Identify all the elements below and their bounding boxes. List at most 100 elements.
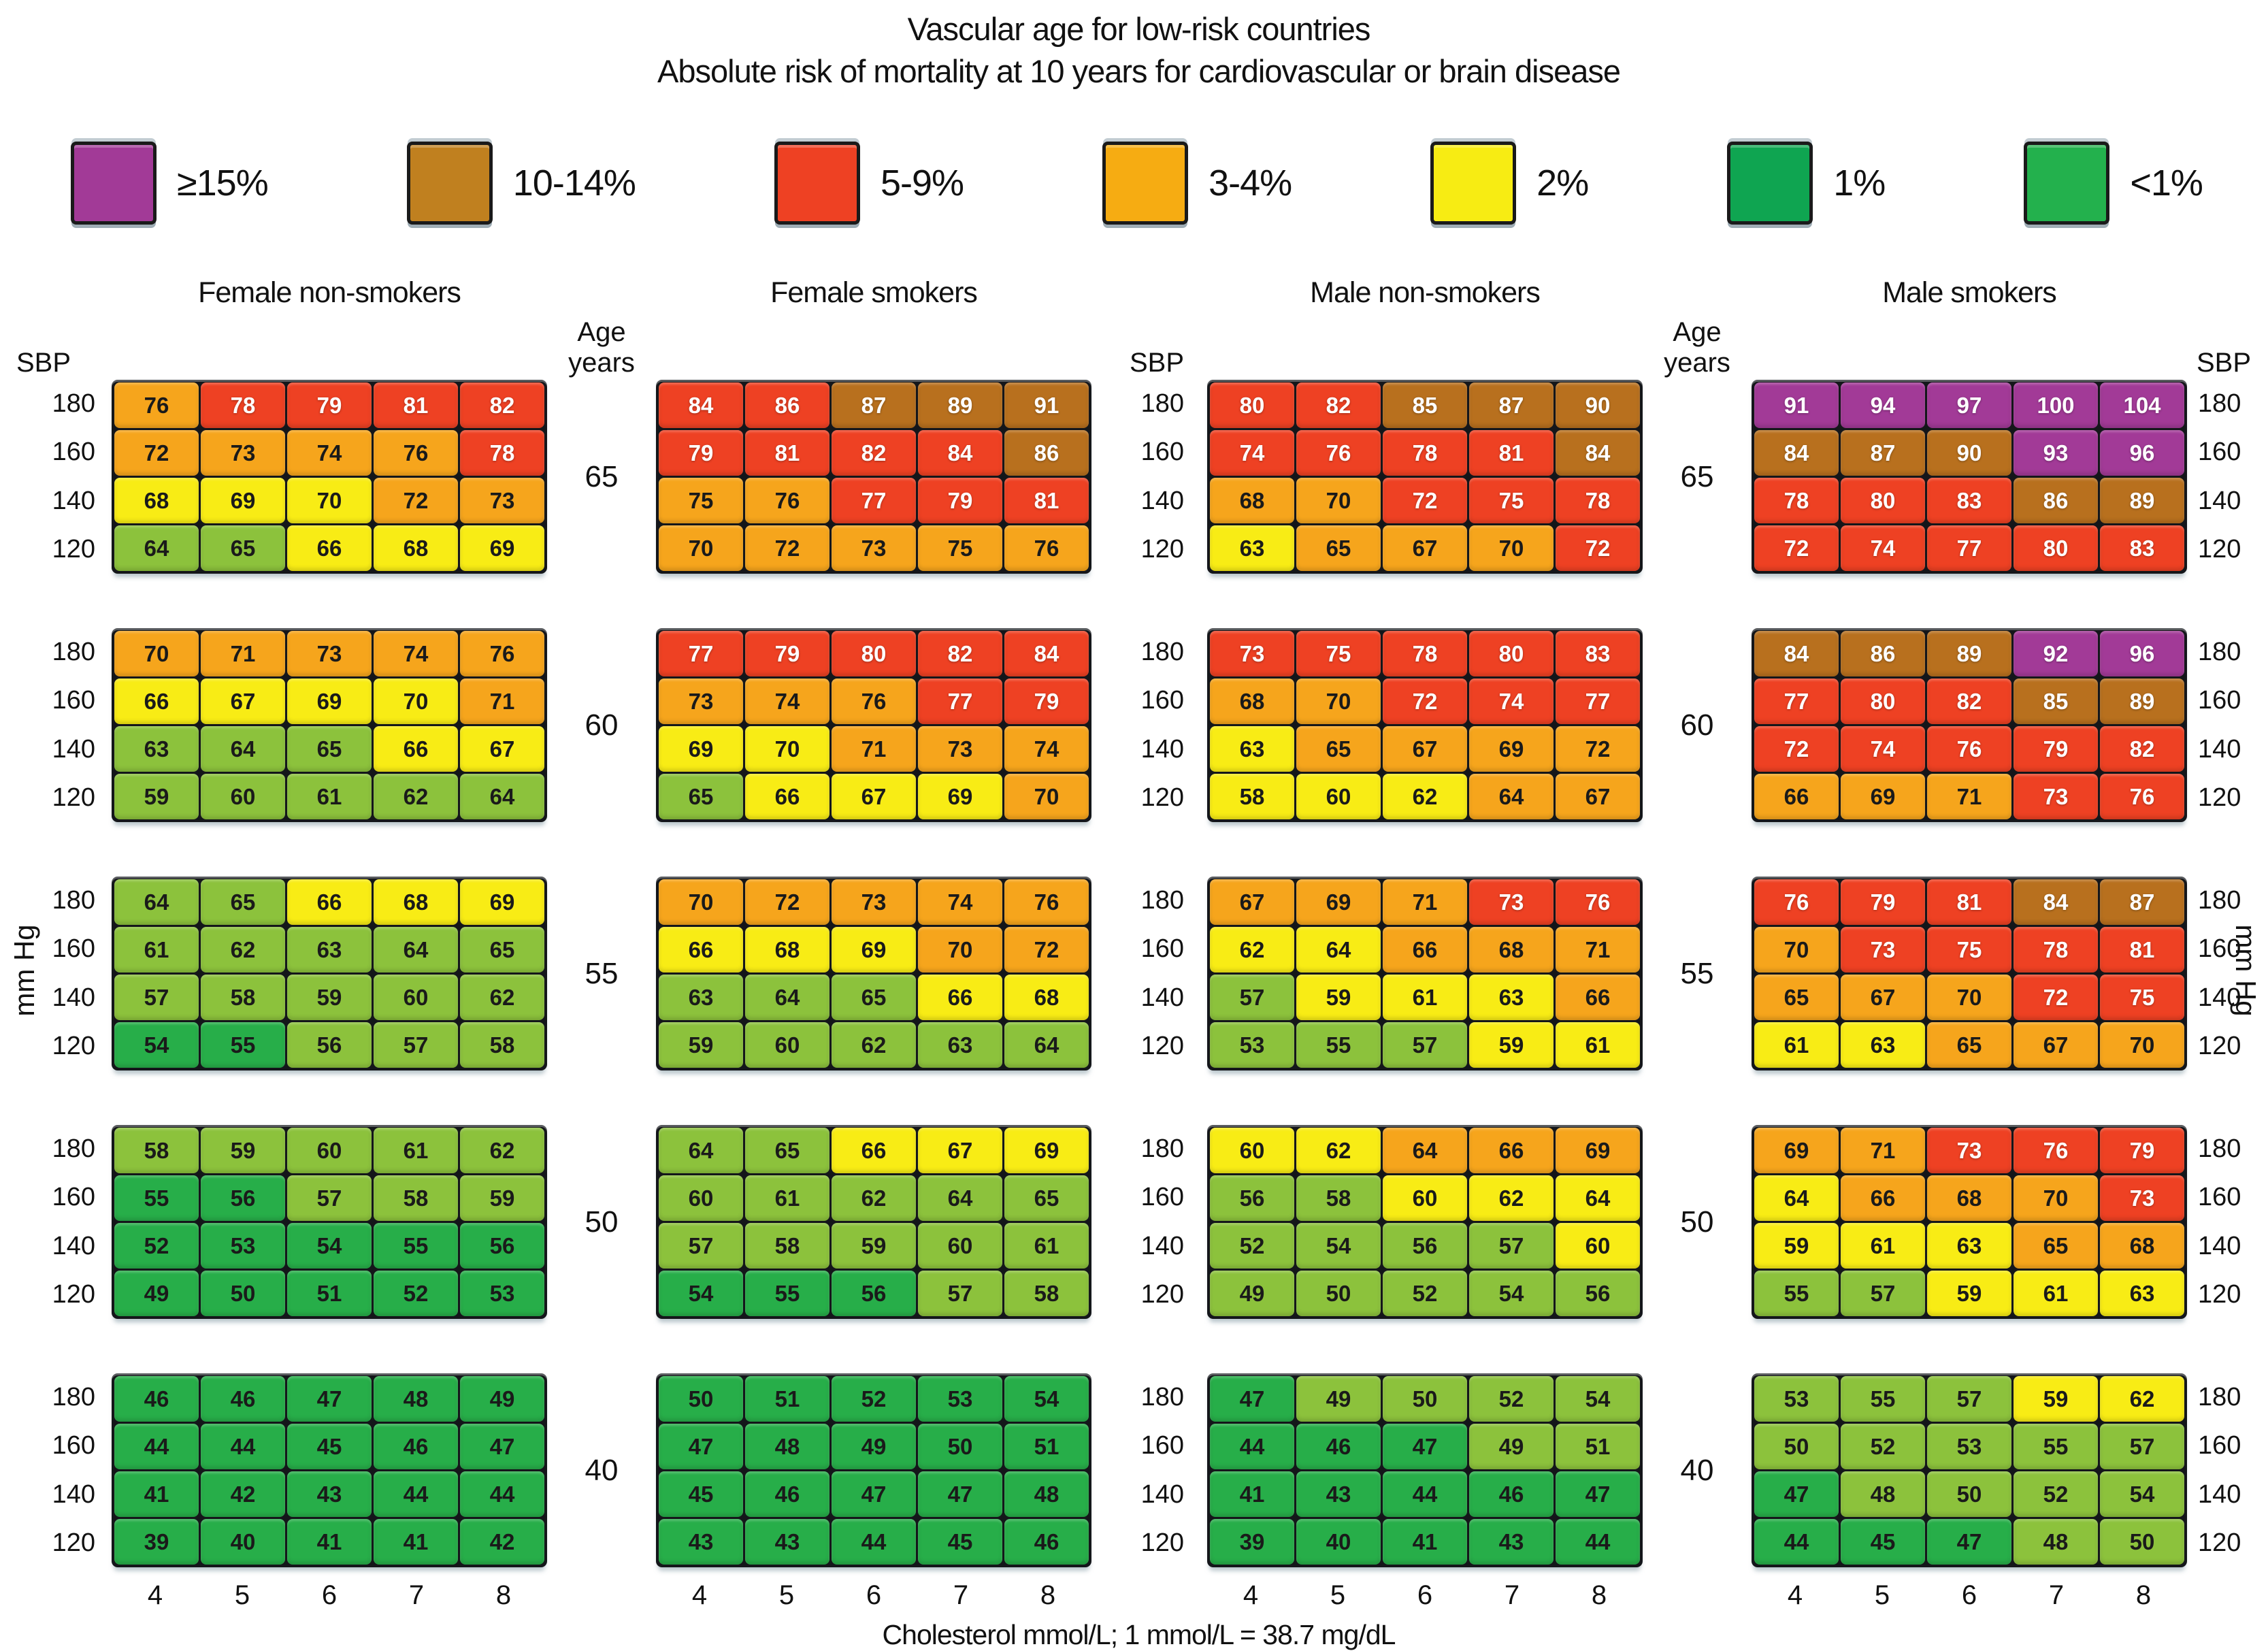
legend-swatch-p	[71, 142, 157, 225]
risk-cell: 80	[1841, 679, 1925, 724]
risk-cell: 83	[2100, 525, 2184, 571]
risk-cell: 77	[832, 478, 916, 523]
cholesterol-ticks: 4 5 6 7 8	[112, 1580, 547, 1611]
risk-cell: 83	[1927, 478, 2011, 523]
risk-cell: 65	[2014, 1223, 2098, 1269]
risk-block-male-smokers-age-50: 69 71 73 76 79 64 66 68 70 73 59 61 63 65 68 55 57 59 61 63	[1752, 1125, 2187, 1319]
risk-cell: 73	[1927, 1128, 2011, 1173]
risk-cell: 43	[1296, 1471, 1381, 1517]
risk-cell: 65	[659, 774, 743, 819]
sbp-tick: 120	[52, 783, 95, 812]
risk-cell: 60	[745, 1022, 829, 1068]
risk-cell: 52	[1841, 1424, 1925, 1469]
risk-cell: 87	[1841, 430, 1925, 476]
risk-cell: 57	[1927, 1376, 2011, 1422]
group-header-row: Female non-smokers Female smokers Male n…	[10, 275, 2268, 310]
risk-cell: 73	[832, 879, 916, 925]
risk-cell: 60	[287, 1128, 372, 1173]
risk-cell: 62	[832, 1022, 916, 1068]
risk-block-female-non-smokers-age-55: 64 65 66 68 69 61 62 63 64 65 57 58 59 60 62 54 55 56 57 58	[112, 877, 547, 1070]
cholesterol-tick: 6	[1417, 1580, 1433, 1610]
risk-cell: 50	[1754, 1424, 1839, 1469]
risk-cell: 45	[287, 1424, 372, 1469]
risk-cell: 62	[832, 1175, 916, 1221]
risk-cell: 68	[745, 927, 829, 972]
risk-cell: 42	[201, 1471, 285, 1517]
risk-cell: 61	[1841, 1223, 1925, 1269]
sbp-tick: 120	[52, 1279, 95, 1309]
risk-cell: 59	[659, 1022, 743, 1068]
risk-cell: 68	[114, 478, 199, 523]
risk-cell: 80	[1841, 478, 1925, 523]
risk-cell: 65	[1004, 1175, 1089, 1221]
risk-cell: 61	[1556, 1022, 1640, 1068]
age-axis-header-1: Age years	[568, 317, 635, 378]
risk-cell: 69	[918, 774, 1002, 819]
risk-cell: 56	[1210, 1175, 1294, 1221]
risk-cell: 73	[1841, 927, 1925, 972]
sbp-tick: 160	[52, 438, 95, 467]
risk-cell: 57	[114, 975, 199, 1020]
risk-cell: 57	[1841, 1271, 1925, 1316]
risk-cell: 54	[1556, 1376, 1640, 1422]
risk-cell: 68	[1210, 679, 1294, 724]
cholesterol-tick: 6	[866, 1580, 882, 1610]
risk-cell: 47	[832, 1471, 916, 1517]
risk-cell: 84	[918, 430, 1002, 476]
risk-cell: 70	[1296, 478, 1381, 523]
risk-cell: 64	[1296, 927, 1381, 972]
risk-cell: 76	[1927, 726, 2011, 772]
risk-cell: 56	[201, 1175, 285, 1221]
risk-block-female-smokers-age-50: 64 65 66 67 69 60 61 62 64 65 57 58 59 60 61 54 55 56 57 58	[656, 1125, 1091, 1319]
cholesterol-tick: 8	[2135, 1580, 2152, 1610]
risk-cell: 70	[374, 679, 458, 724]
legend-label: 10-14%	[512, 163, 636, 203]
risk-cell: 58	[1210, 774, 1294, 819]
risk-cell: 65	[201, 525, 285, 571]
legend-item: 5-9%	[774, 142, 964, 225]
sbp-tick: 180	[52, 1383, 95, 1412]
risk-cell: 72	[1754, 525, 1839, 571]
risk-cell: 76	[745, 478, 829, 523]
risk-cell: 75	[659, 478, 743, 523]
risk-cell: 73	[918, 726, 1002, 772]
sbp-tick: 140	[2198, 734, 2241, 764]
risk-cell: 69	[287, 679, 372, 724]
risk-cell: 75	[918, 525, 1002, 571]
risk-cell: 46	[1004, 1519, 1089, 1565]
cholesterol-tick: 4	[1787, 1580, 1803, 1610]
risk-cell: 50	[918, 1424, 1002, 1469]
risk-cell: 56	[460, 1223, 544, 1269]
risk-block-female-smokers-age-40: 50 51 52 53 54 47 48 49 50 51 45 46 47 47 48 43 43 44 45 46	[656, 1373, 1091, 1567]
risk-cell: 76	[832, 679, 916, 724]
risk-cell: 49	[460, 1376, 544, 1422]
risk-cell: 68	[374, 879, 458, 925]
risk-cell: 41	[114, 1471, 199, 1517]
risk-cell: 96	[2100, 631, 2184, 676]
sbp-tick: 120	[2198, 1031, 2241, 1060]
risk-cell: 64	[1556, 1175, 1640, 1221]
risk-cell: 61	[1383, 975, 1467, 1020]
risk-cell: 63	[2100, 1271, 2184, 1316]
age-label: 60	[1680, 708, 1714, 742]
risk-cell: 60	[201, 774, 285, 819]
risk-cell: 86	[2014, 478, 2098, 523]
legend-label: ≥15%	[177, 163, 269, 203]
risk-cell: 80	[1469, 631, 1554, 676]
risk-cell: 74	[287, 430, 372, 476]
risk-block-male-smokers-age-60: 84 86 89 92 96 77 80 82 85 89 72 74 76 79 82 66 69 71 73 76	[1752, 628, 2187, 822]
risk-cell: 41	[374, 1519, 458, 1565]
risk-block-male-smokers-age-55: 76 79 81 84 87 70 73 75 78 81 65 67 70 72 75 61 63 65 67 70	[1752, 877, 2187, 1070]
risk-cell: 52	[2014, 1471, 2098, 1517]
risk-cell: 68	[1469, 927, 1554, 972]
risk-cell: 78	[1383, 430, 1467, 476]
risk-cell: 67	[1383, 726, 1467, 772]
age-label: 50	[1680, 1205, 1714, 1239]
risk-cell: 64	[201, 726, 285, 772]
risk-cell: 78	[1383, 631, 1467, 676]
sbp-tick: 160	[1140, 438, 1184, 467]
risk-cell: 81	[1469, 430, 1554, 476]
risk-cell: 62	[374, 774, 458, 819]
sbp-tick-column-left: 180 160 140 120	[10, 1125, 112, 1319]
risk-cell: 85	[1383, 382, 1467, 428]
